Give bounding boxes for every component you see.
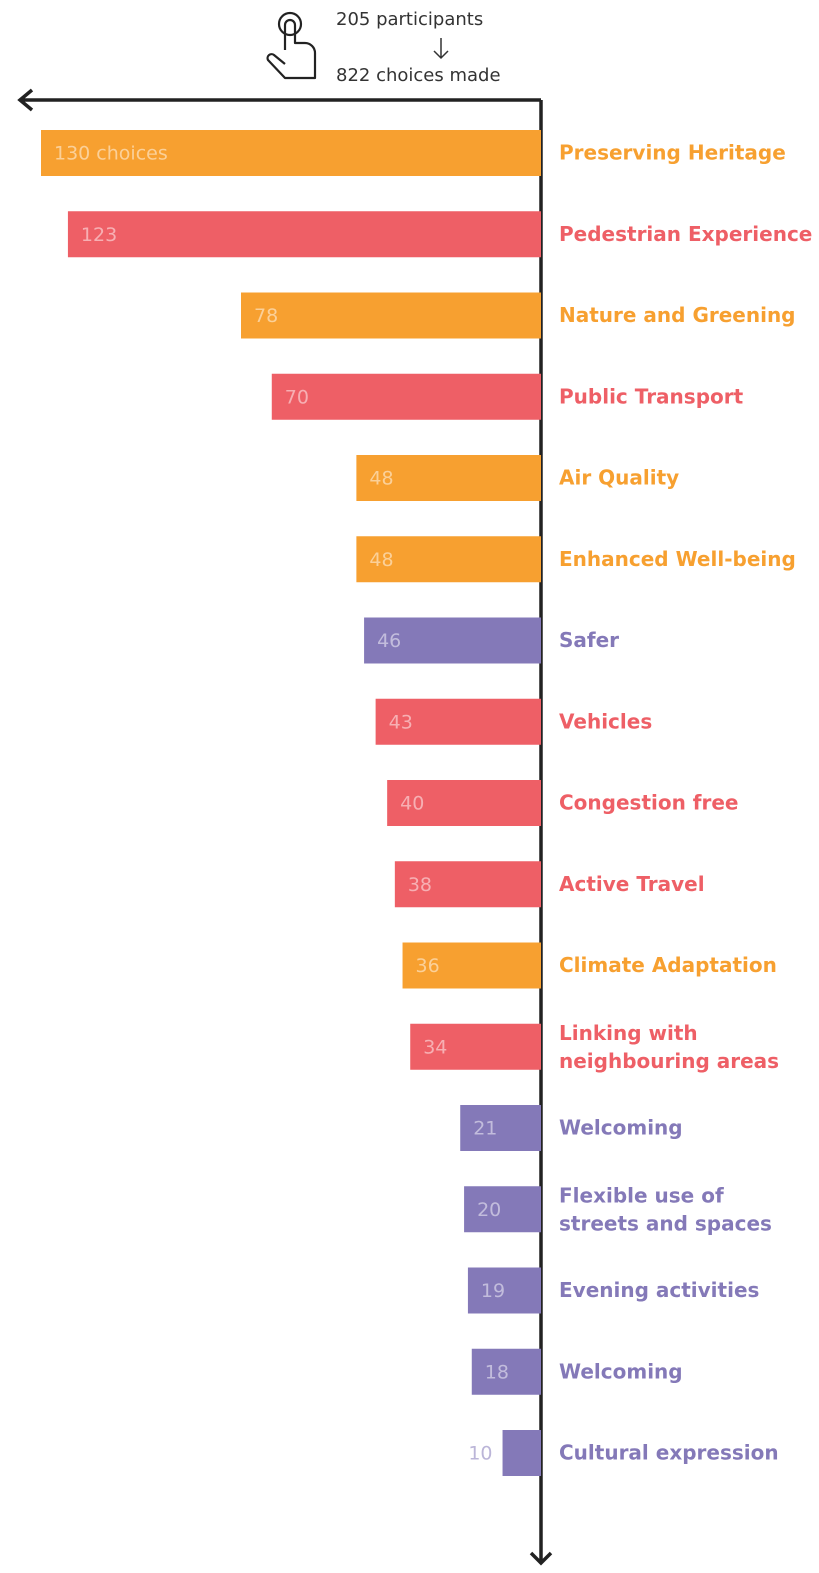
category-label: Welcoming: [559, 1116, 683, 1140]
category-label: Active Travel: [559, 872, 705, 896]
category-label: Public Transport: [559, 384, 744, 408]
category-label: Climate Adaptation: [559, 953, 777, 977]
bar: [356, 455, 541, 501]
category-label: Flexible use of streets and spaces: [559, 1183, 772, 1235]
value-label: 123: [81, 224, 117, 246]
value-label: 21: [473, 1118, 497, 1140]
bar: [467, 1267, 541, 1314]
vertical-axis: [529, 100, 553, 1566]
horizontal-axis: [17, 88, 541, 112]
bar: [271, 373, 541, 420]
bar: [356, 536, 541, 583]
choices-made: 822 choices made: [336, 65, 501, 86]
category-label: Safer: [559, 628, 619, 652]
category-label: Preserving Heritage: [559, 141, 786, 165]
category-label: Nature and Greening: [559, 303, 796, 327]
value-label: 130 choices: [54, 143, 168, 165]
participants: 205 participants: [336, 9, 483, 30]
value-label: 48: [369, 549, 393, 571]
category-label: Congestion free: [559, 791, 739, 815]
value-label: 36: [416, 955, 440, 977]
category-label: Linking with neighbouring areas: [559, 1020, 779, 1072]
category-label: Welcoming: [559, 1359, 683, 1383]
bar: [67, 211, 541, 258]
value-label: 70: [285, 386, 309, 408]
bar: [375, 698, 541, 745]
value-label: 18: [485, 1361, 509, 1383]
value-label: 10: [468, 1443, 492, 1465]
value-label: 46: [377, 630, 401, 652]
value-label: 20: [477, 1199, 501, 1221]
bar: [241, 292, 541, 339]
bar: [394, 861, 541, 908]
bar: [502, 1430, 541, 1476]
category-label: Enhanced Well-being: [559, 547, 796, 571]
hand-icon: [266, 11, 317, 80]
header-arrow: [433, 38, 449, 60]
value-label: 19: [481, 1280, 505, 1302]
category-label: Air Quality: [559, 466, 679, 490]
category-label: Cultural expression: [559, 1441, 779, 1465]
value-label: 40: [400, 793, 424, 815]
bar: [410, 1023, 541, 1070]
bar: [460, 1105, 541, 1151]
bar: [464, 1186, 541, 1233]
bar: [41, 130, 541, 176]
bar: [471, 1348, 541, 1395]
value-label: 78: [254, 305, 278, 327]
value-label: 48: [369, 468, 393, 490]
bar: [387, 780, 541, 826]
category-label: Evening activities: [559, 1278, 759, 1302]
bar: [402, 942, 541, 989]
category-label: Pedestrian Experience: [559, 222, 812, 246]
value-label: 34: [423, 1036, 447, 1058]
bar: [364, 617, 541, 664]
category-label: Vehicles: [559, 709, 652, 733]
value-label: 38: [408, 874, 432, 896]
value-label: 43: [389, 711, 413, 733]
